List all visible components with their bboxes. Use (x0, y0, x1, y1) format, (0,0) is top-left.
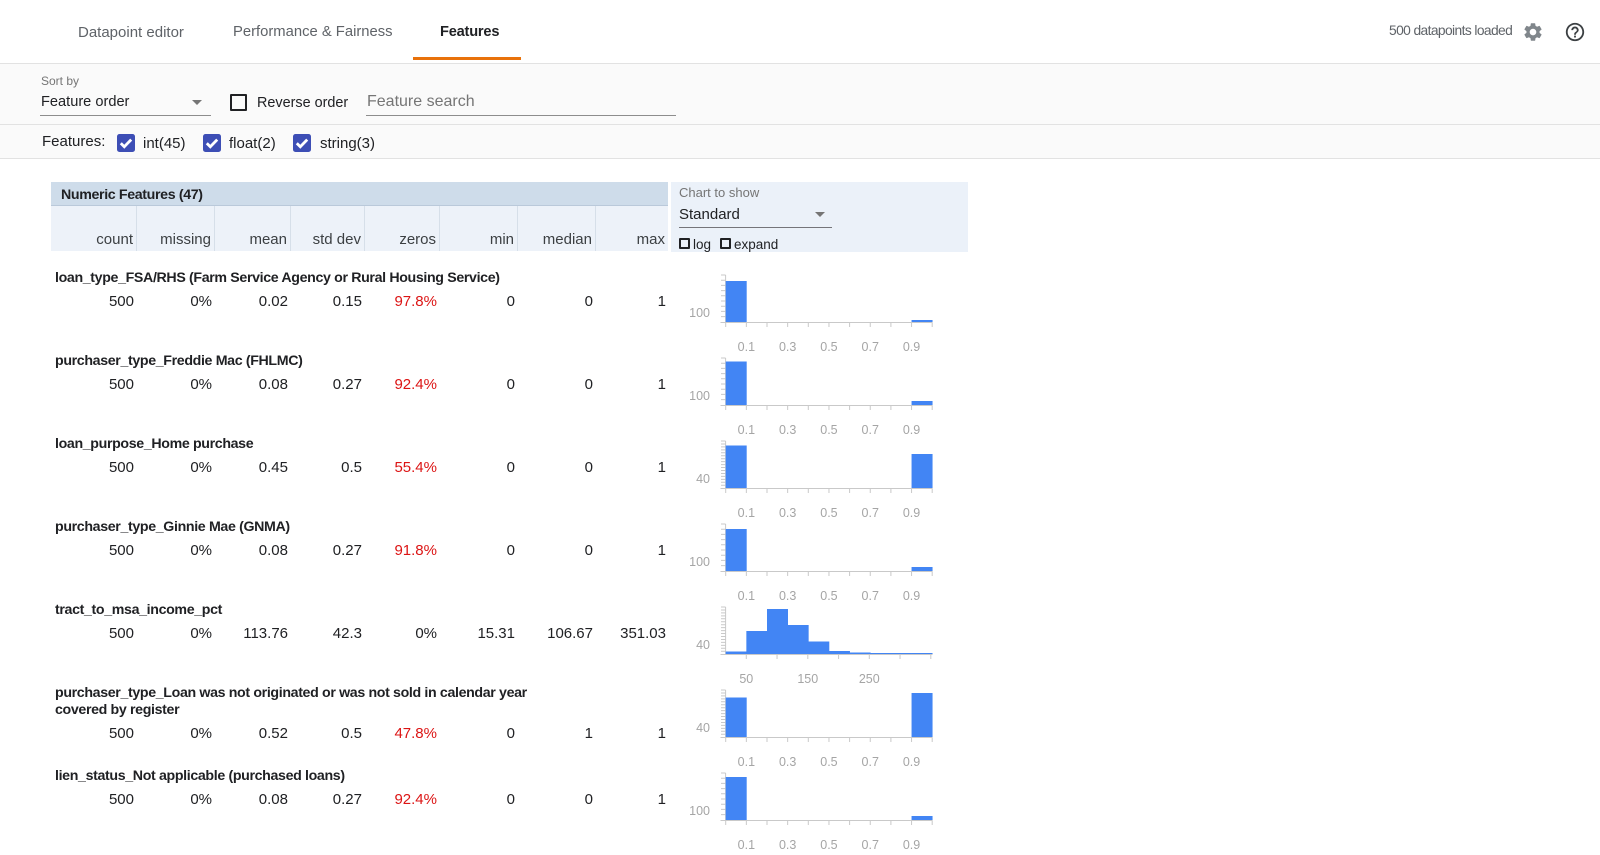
svg-text:250: 250 (859, 672, 880, 686)
svg-text:0.3: 0.3 (779, 589, 796, 603)
svg-text:0.1: 0.1 (738, 589, 755, 603)
svg-text:0.7: 0.7 (862, 340, 879, 354)
svg-text:0.7: 0.7 (862, 506, 879, 520)
svg-text:100: 100 (689, 389, 710, 403)
svg-text:0.5: 0.5 (820, 340, 837, 354)
svg-text:100: 100 (689, 804, 710, 818)
svg-text:0.9: 0.9 (903, 755, 920, 769)
svg-text:0.3: 0.3 (779, 340, 796, 354)
svg-text:0.3: 0.3 (779, 506, 796, 520)
svg-text:100: 100 (689, 555, 710, 569)
svg-text:0.3: 0.3 (779, 755, 796, 769)
svg-text:0.3: 0.3 (779, 423, 796, 437)
svg-text:0.9: 0.9 (903, 423, 920, 437)
svg-text:0.7: 0.7 (862, 755, 879, 769)
svg-text:0.9: 0.9 (903, 838, 920, 852)
svg-text:0.9: 0.9 (903, 340, 920, 354)
svg-text:0.5: 0.5 (820, 589, 837, 603)
svg-text:0.3: 0.3 (779, 838, 796, 852)
svg-text:40: 40 (696, 638, 710, 652)
svg-text:100: 100 (689, 306, 710, 320)
svg-text:150: 150 (797, 672, 818, 686)
svg-text:40: 40 (696, 472, 710, 486)
svg-text:0.7: 0.7 (862, 589, 879, 603)
svg-text:0.7: 0.7 (862, 838, 879, 852)
svg-text:40: 40 (696, 721, 710, 735)
svg-text:0.5: 0.5 (820, 423, 837, 437)
svg-text:0.9: 0.9 (903, 506, 920, 520)
svg-text:0.7: 0.7 (862, 423, 879, 437)
svg-text:0.5: 0.5 (820, 755, 837, 769)
svg-text:0.5: 0.5 (820, 838, 837, 852)
svg-text:0.5: 0.5 (820, 506, 837, 520)
svg-text:0.1: 0.1 (738, 340, 755, 354)
svg-text:50: 50 (739, 672, 753, 686)
svg-text:0.1: 0.1 (738, 755, 755, 769)
svg-text:0.9: 0.9 (903, 589, 920, 603)
svg-text:0.1: 0.1 (738, 423, 755, 437)
svg-text:0.1: 0.1 (738, 506, 755, 520)
svg-text:0.1: 0.1 (738, 838, 755, 852)
